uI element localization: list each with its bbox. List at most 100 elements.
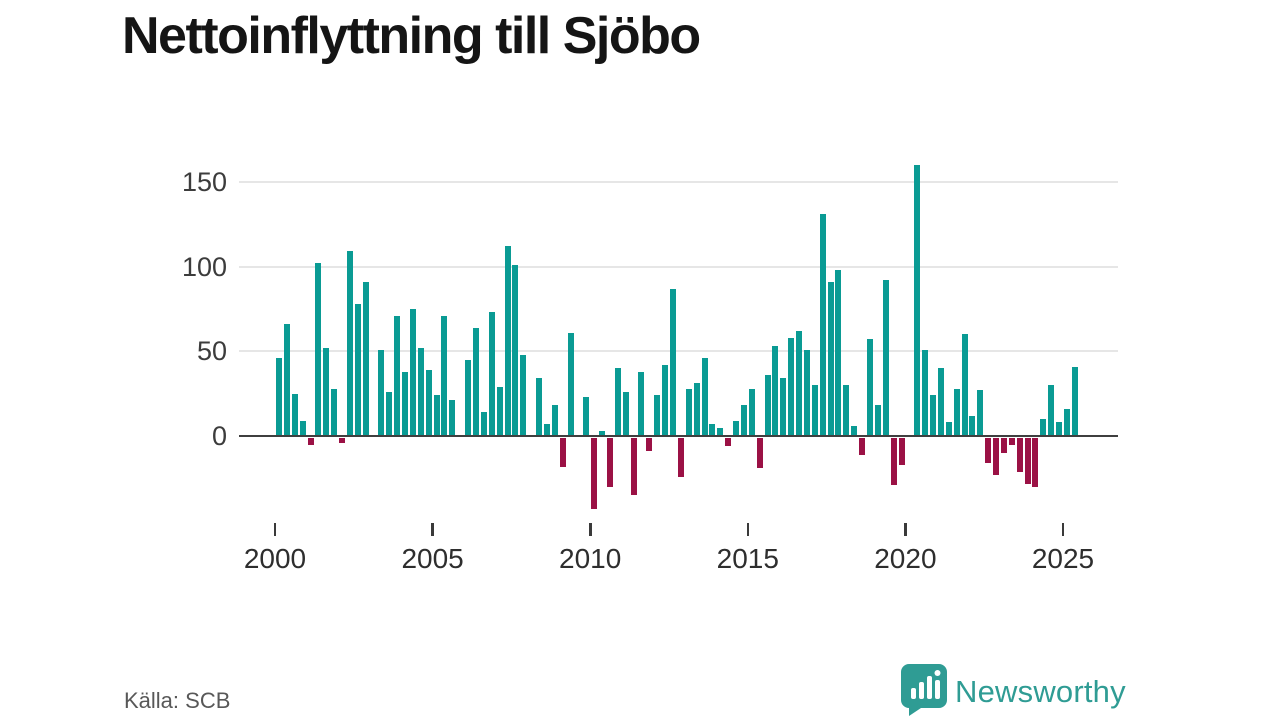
newsworthy-bubble-chart-icon <box>901 664 947 716</box>
chart-bar <box>520 354 527 436</box>
chart-bar <box>346 251 353 436</box>
chart-bar <box>1071 366 1078 436</box>
chart-bar <box>496 386 503 436</box>
chart-bar <box>725 437 732 447</box>
chart-bar <box>441 315 448 436</box>
y-axis-tick-label: 100 <box>181 251 227 282</box>
chart-bar <box>1064 408 1070 436</box>
chart-bar <box>953 388 960 436</box>
chart-bar <box>670 288 676 436</box>
chart-bar <box>283 324 290 436</box>
chart-bar <box>1016 437 1023 472</box>
chart-bar <box>638 371 645 436</box>
chart-bar <box>819 213 826 436</box>
chart-bar <box>993 437 1000 476</box>
chart-bar <box>803 349 810 436</box>
chart-bar <box>930 395 937 436</box>
chart-bar <box>1032 437 1039 487</box>
chart-bar <box>559 437 566 467</box>
chart-bar <box>386 391 393 436</box>
chart-bar <box>339 437 346 443</box>
chart-bar <box>914 164 921 436</box>
y-gridline <box>239 350 1118 353</box>
chart-bar <box>276 358 282 436</box>
chart-bar <box>299 420 306 436</box>
chart-bar <box>945 422 952 436</box>
chart-bar <box>409 308 416 436</box>
chart-bar <box>693 383 700 436</box>
chart-bar <box>835 269 842 436</box>
chart-bar <box>331 388 338 436</box>
chart-bar <box>402 371 409 436</box>
x-axis-tick <box>904 523 907 536</box>
chart-bar <box>543 424 550 436</box>
chart-bar <box>614 368 621 436</box>
y-gridline <box>239 180 1118 183</box>
x-axis-tick <box>1061 523 1065 536</box>
chart-bar <box>1040 419 1047 436</box>
chart-bar <box>709 424 716 436</box>
chart-bar <box>748 388 755 436</box>
chart-bar <box>685 388 692 436</box>
x-axis-tick-label: 2020 <box>874 543 937 574</box>
chart-bar <box>788 337 795 436</box>
chart-bar <box>1056 422 1063 436</box>
chart-bar <box>1024 437 1031 484</box>
y-axis-tick-label: 150 <box>181 166 227 197</box>
chart-bar <box>961 334 968 436</box>
chart-bar <box>882 280 889 436</box>
chart-title: Nettoinflyttning till Sjöbo <box>122 7 701 65</box>
x-axis-tick-label: 2015 <box>716 543 779 574</box>
chart-bar <box>764 374 771 436</box>
x-axis-tick <box>746 523 750 536</box>
chart-bar <box>859 437 866 455</box>
chart-bar <box>922 349 929 436</box>
chart-bar <box>504 246 511 436</box>
chart-bar <box>567 332 574 436</box>
chart-bar <box>733 420 740 436</box>
chart-bar <box>480 412 487 436</box>
chart-bar <box>1008 437 1015 445</box>
x-axis-tick-label: 2000 <box>243 543 307 574</box>
chart-bar <box>851 425 858 436</box>
chart-bar <box>378 349 385 436</box>
chart-bar <box>354 303 361 436</box>
chart-bar <box>796 330 803 436</box>
y-axis-tick-label: 50 <box>196 336 227 367</box>
chart-bar <box>362 281 369 436</box>
chart-bar <box>898 437 905 465</box>
chart-bar <box>425 369 432 436</box>
chart-bar <box>583 397 590 436</box>
chart-bar <box>1048 385 1055 436</box>
chart-bar <box>536 378 543 436</box>
chart-bar <box>291 393 298 436</box>
chart-bar <box>811 385 818 436</box>
chart-bar <box>630 437 637 496</box>
chart-bar <box>315 263 322 436</box>
x-axis-tick <box>589 523 592 536</box>
chart-bar <box>323 347 330 436</box>
newsworthy-wordmark: Newsworthy <box>955 674 1126 709</box>
chart-bar <box>394 315 401 436</box>
x-axis-tick <box>273 523 277 536</box>
chart-bar <box>662 364 669 436</box>
chart-bar <box>646 437 653 452</box>
chart-bar <box>433 395 440 436</box>
y-gridline <box>239 265 1118 268</box>
chart-bar <box>874 405 881 436</box>
chart-bar <box>701 358 708 436</box>
chart-bar <box>890 437 897 486</box>
chart-bar <box>465 359 472 436</box>
chart-bar <box>512 264 519 436</box>
chart-bar <box>717 427 724 436</box>
chart-bar <box>654 395 661 436</box>
source-caption: Källa: SCB <box>124 688 231 713</box>
chart-bar <box>473 327 479 436</box>
chart-bar <box>622 391 629 436</box>
chart-bar <box>449 400 456 436</box>
y-axis-tick-label: 0 <box>211 421 227 451</box>
chart-bar <box>551 405 558 436</box>
chart-bar <box>843 385 850 436</box>
chart-bar <box>1000 437 1007 454</box>
